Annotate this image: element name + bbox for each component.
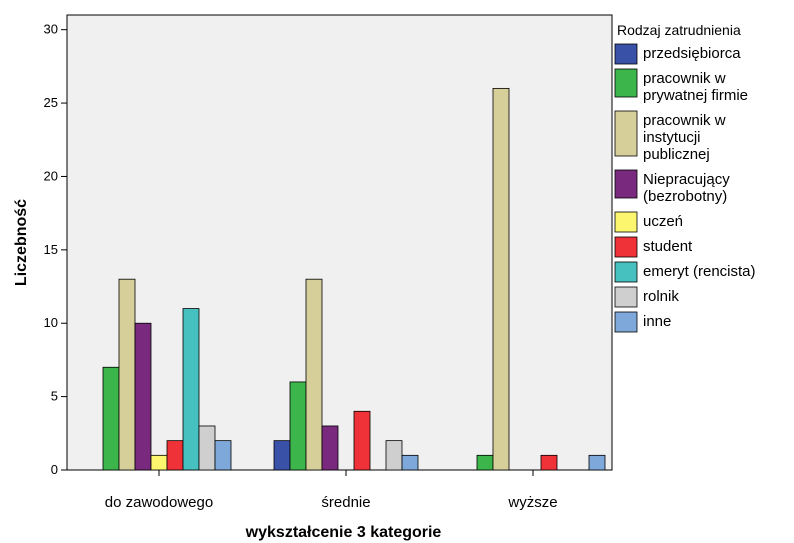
legend-swatch <box>614 311 638 333</box>
y-tick-label: 0 <box>51 462 58 477</box>
legend-label: rolnik <box>643 288 679 305</box>
bar <box>198 425 216 471</box>
bar <box>540 454 558 471</box>
bar <box>214 440 232 471</box>
bar <box>102 366 120 471</box>
legend-label: prywatnej firmie <box>643 87 748 104</box>
bar <box>166 440 184 471</box>
legend: Rodzaj zatrudnienia przedsiębiorca pracow… <box>614 22 756 333</box>
y-tick-label: 25 <box>44 95 58 110</box>
y-tick-label: 15 <box>44 242 58 257</box>
legend-label: instytucji <box>643 129 701 146</box>
bar <box>492 87 510 471</box>
y-tick-label: 10 <box>44 315 58 330</box>
bar <box>353 410 371 471</box>
legend-swatch <box>614 211 638 233</box>
legend-swatch <box>614 236 638 258</box>
bar <box>385 440 403 471</box>
legend-label: przedsiębiorca <box>643 45 741 62</box>
y-tick-label: 5 <box>51 389 58 404</box>
legend-label: Niepracujący <box>643 171 730 188</box>
bar <box>401 454 419 471</box>
legend-label: pracownik w <box>643 112 726 129</box>
y-axis: 0 5 10 15 20 25 30 <box>44 22 67 477</box>
bar <box>118 278 136 471</box>
bar <box>134 322 152 471</box>
x-tick-label: średnie <box>321 494 370 511</box>
y-axis-title: Liczebność <box>13 199 30 286</box>
bar <box>305 278 323 471</box>
legend-label: pracownik w <box>643 70 726 87</box>
x-axis-title: wykształcenie 3 kategorie <box>245 524 442 541</box>
legend-swatch <box>614 68 638 98</box>
bar <box>588 454 606 471</box>
legend-label: inne <box>643 313 671 330</box>
bar <box>321 425 339 471</box>
legend-swatch <box>614 261 638 283</box>
plot-area <box>66 14 613 471</box>
x-tick-label: wyższe <box>507 494 557 511</box>
legend-swatch <box>614 169 638 199</box>
legend-label: (bezrobotny) <box>643 188 727 205</box>
bars <box>87 87 606 471</box>
bar <box>476 454 494 471</box>
legend-swatch <box>614 110 638 157</box>
bar <box>150 454 168 471</box>
y-tick-label: 20 <box>44 168 58 183</box>
legend-label: student <box>643 238 693 255</box>
legend-label: publicznej <box>643 146 710 163</box>
legend-swatch <box>614 43 638 65</box>
bar <box>273 440 291 471</box>
y-tick-label: 30 <box>44 22 58 37</box>
x-tick-label: do zawodowego <box>105 494 213 511</box>
bar <box>182 308 200 471</box>
legend-swatch <box>614 286 638 308</box>
legend-title: Rodzaj zatrudnienia <box>617 22 741 38</box>
legend-label: emeryt (rencista) <box>643 263 756 280</box>
bar <box>289 381 307 471</box>
x-axis: do zawodowego średnie wyższe <box>105 470 558 511</box>
legend-label: uczeń <box>643 213 683 230</box>
